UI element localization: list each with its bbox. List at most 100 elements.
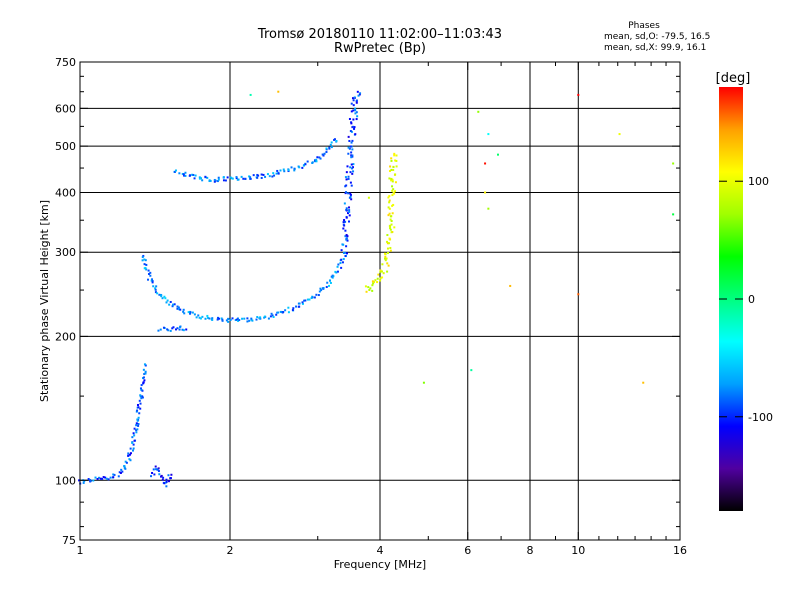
- data-point: [237, 319, 240, 322]
- data-point: [117, 475, 120, 478]
- colorbar-tick-label: -100: [748, 411, 773, 424]
- data-point: [131, 441, 134, 444]
- data-point: [348, 147, 351, 150]
- data-point: [292, 307, 295, 310]
- data-point: [118, 471, 121, 474]
- data-point: [268, 175, 271, 178]
- data-point: [389, 165, 392, 168]
- data-point: [235, 318, 238, 321]
- data-point: [189, 311, 192, 314]
- phase-stats-heading: Phases: [628, 21, 660, 31]
- data-point: [189, 312, 192, 315]
- data-point: [314, 159, 317, 162]
- data-point: [250, 317, 253, 320]
- data-point: [151, 278, 154, 281]
- data-point: [277, 311, 280, 314]
- data-point: [147, 273, 150, 276]
- data-point: [142, 376, 145, 379]
- data-point: [342, 252, 345, 255]
- data-point: [216, 316, 219, 319]
- data-point: [143, 373, 146, 376]
- data-point: [368, 288, 371, 291]
- data-point: [96, 477, 99, 480]
- data-point: [672, 162, 675, 165]
- data-point: [160, 295, 163, 298]
- trace-points: [157, 325, 188, 332]
- data-point: [184, 174, 187, 177]
- data-point: [349, 195, 352, 198]
- data-point: [243, 317, 246, 320]
- data-point: [332, 275, 335, 278]
- data-points: [78, 90, 675, 488]
- data-point: [140, 397, 143, 400]
- data-point: [390, 177, 393, 180]
- data-point: [133, 427, 136, 430]
- data-point: [235, 177, 238, 180]
- data-point: [276, 169, 279, 172]
- data-point: [191, 173, 194, 176]
- data-point: [345, 245, 348, 248]
- data-point: [365, 290, 368, 293]
- phase-stats-o: mean, sd,O: -79.5, 16.5: [604, 32, 711, 42]
- data-point: [183, 312, 186, 315]
- data-point: [345, 191, 348, 194]
- data-point: [83, 480, 86, 483]
- data-point: [176, 327, 179, 330]
- data-point: [353, 127, 356, 130]
- data-point: [318, 156, 321, 159]
- data-point: [376, 281, 379, 284]
- data-point: [169, 477, 172, 480]
- data-point: [342, 223, 345, 226]
- data-point: [206, 316, 209, 319]
- data-point: [136, 418, 139, 421]
- data-point: [325, 285, 328, 288]
- data-point: [496, 153, 499, 156]
- data-point: [157, 467, 160, 470]
- data-point: [136, 403, 139, 406]
- data-point: [393, 154, 396, 157]
- data-point: [280, 310, 283, 313]
- data-point: [141, 395, 144, 398]
- data-point: [384, 259, 387, 262]
- data-point: [392, 166, 395, 169]
- data-point: [147, 278, 150, 281]
- data-point: [328, 147, 331, 150]
- data-point: [229, 318, 232, 321]
- data-point: [150, 475, 153, 478]
- data-point: [349, 145, 352, 148]
- data-point: [89, 478, 92, 481]
- x-tick-label: 16: [673, 544, 687, 557]
- data-point: [143, 258, 146, 261]
- data-point: [371, 289, 374, 292]
- data-point: [349, 130, 352, 133]
- data-point: [224, 179, 227, 182]
- data-point: [287, 169, 290, 172]
- data-point: [318, 290, 321, 293]
- data-point: [231, 177, 234, 180]
- data-point: [99, 477, 102, 480]
- data-point: [277, 90, 280, 93]
- data-point: [642, 381, 645, 384]
- x-tick-label: 6: [464, 544, 471, 557]
- data-point: [337, 263, 340, 266]
- data-point: [184, 171, 187, 174]
- data-point: [225, 319, 228, 322]
- data-point: [269, 315, 272, 318]
- data-point: [173, 303, 176, 306]
- data-point: [157, 470, 160, 473]
- data-point: [272, 315, 275, 318]
- data-point: [272, 172, 275, 175]
- data-point: [235, 176, 238, 179]
- data-point: [142, 254, 145, 257]
- data-point: [319, 287, 322, 290]
- data-point: [109, 476, 112, 479]
- data-point: [208, 180, 211, 183]
- data-point: [139, 407, 142, 410]
- data-point: [350, 163, 353, 166]
- data-point: [171, 305, 174, 308]
- data-point: [341, 261, 344, 264]
- data-point: [298, 305, 301, 308]
- data-point: [358, 93, 361, 96]
- data-point: [386, 234, 389, 237]
- data-point: [376, 277, 379, 280]
